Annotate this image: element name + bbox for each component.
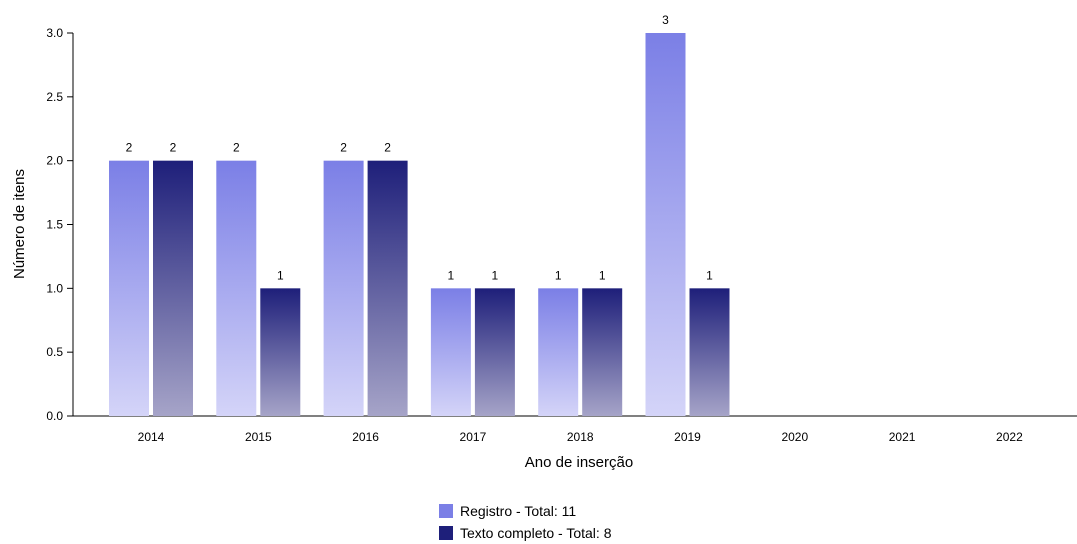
data-label: 1 bbox=[492, 268, 499, 282]
x-tick-label: 2020 bbox=[781, 430, 808, 444]
x-axis-title: Ano de inserção bbox=[525, 454, 633, 471]
y-tick-label: 3.0 bbox=[46, 26, 63, 40]
bar-texto-completo-2018 bbox=[582, 288, 623, 416]
bars bbox=[109, 33, 730, 416]
bar-texto-completo-2015 bbox=[260, 288, 301, 416]
y-tick-label: 0.0 bbox=[46, 409, 63, 423]
x-tick-label: 2017 bbox=[460, 430, 487, 444]
legend-label: Texto completo - Total: 8 bbox=[460, 525, 612, 541]
data-label: 3 bbox=[662, 13, 669, 27]
data-label: 2 bbox=[126, 141, 133, 155]
bar-texto-completo-2017 bbox=[474, 288, 515, 416]
bar-registro-2014 bbox=[109, 160, 149, 416]
data-labels: 2 2 2 1 2 2 1 1 1 1 3 1 bbox=[126, 13, 714, 282]
bar-registro-2015 bbox=[216, 160, 257, 416]
x-tick-label: 2022 bbox=[996, 430, 1023, 444]
y-axis: 0.0 0.5 1.0 1.5 2.0 2.5 3.0 bbox=[46, 26, 74, 423]
x-tick-label: 2015 bbox=[245, 430, 272, 444]
data-label: 1 bbox=[555, 268, 562, 282]
y-tick-label: 2.5 bbox=[46, 90, 63, 104]
y-tick-label: 1.0 bbox=[46, 281, 63, 295]
x-tick-label: 2016 bbox=[352, 430, 379, 444]
data-label: 1 bbox=[599, 268, 606, 282]
y-tick-label: 1.5 bbox=[46, 218, 63, 232]
y-tick-label: 0.5 bbox=[46, 345, 63, 359]
bar-texto-completo-2019 bbox=[689, 288, 730, 416]
legend: Registro - Total: 11 Texto completo - Tot… bbox=[439, 503, 612, 541]
bar-registro-2016 bbox=[323, 160, 364, 416]
bar-texto-completo-2016 bbox=[367, 160, 408, 416]
data-label: 2 bbox=[340, 141, 347, 155]
legend-swatch bbox=[439, 526, 453, 540]
x-tick-label: 2019 bbox=[674, 430, 701, 444]
y-axis-title: Número de itens bbox=[11, 169, 28, 279]
data-label: 1 bbox=[706, 268, 713, 282]
data-label: 1 bbox=[277, 268, 284, 282]
x-axis: 2014 2015 2016 2017 2018 2019 2020 2021 2022 bbox=[73, 415, 1077, 444]
x-tick-label: 2014 bbox=[138, 430, 165, 444]
data-label: 2 bbox=[233, 141, 240, 155]
legend-label: Registro - Total: 11 bbox=[460, 503, 576, 519]
legend-swatch bbox=[439, 504, 453, 518]
x-tick-label: 2021 bbox=[889, 430, 916, 444]
bar-registro-2019 bbox=[645, 33, 686, 416]
bar-texto-completo-2014 bbox=[153, 160, 193, 416]
data-label: 2 bbox=[384, 141, 391, 155]
bar-registro-2018 bbox=[538, 288, 579, 416]
bar-registro-2017 bbox=[430, 288, 471, 416]
data-label: 2 bbox=[170, 141, 177, 155]
y-tick-label: 2.0 bbox=[46, 154, 63, 168]
data-label: 1 bbox=[448, 268, 455, 282]
x-tick-label: 2018 bbox=[567, 430, 594, 444]
